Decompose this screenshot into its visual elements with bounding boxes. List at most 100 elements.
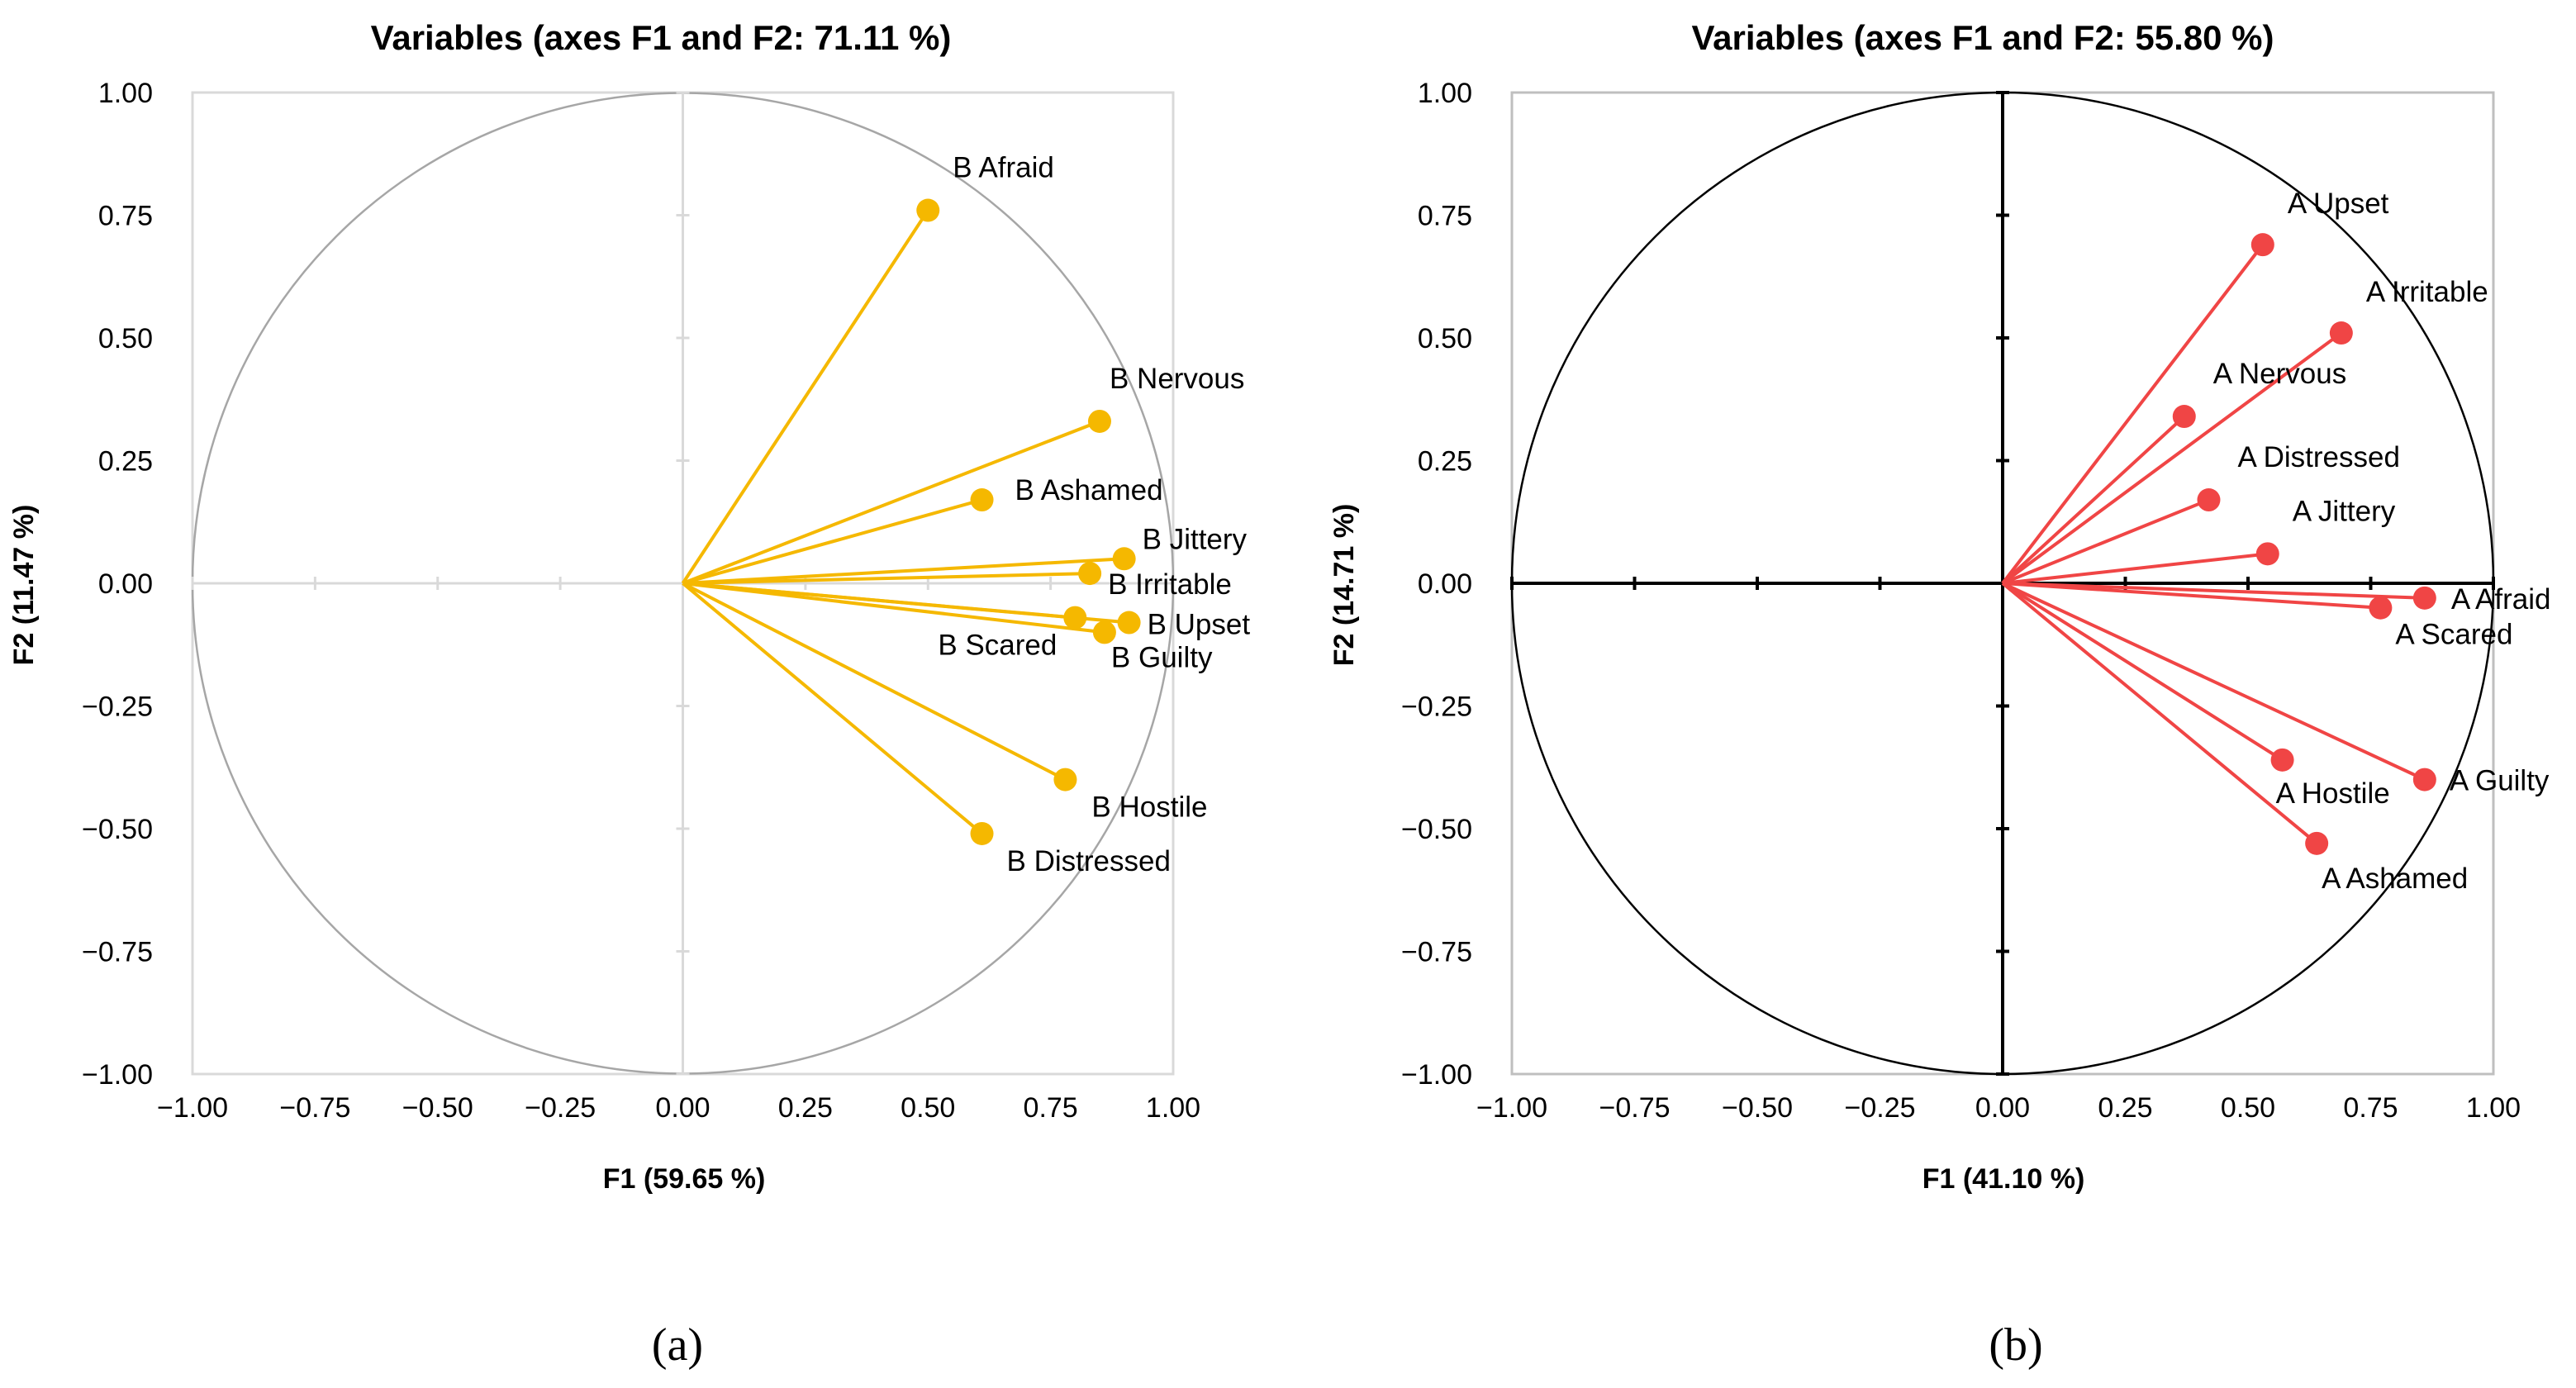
x-tick-label: 0.50 (2221, 1092, 2275, 1124)
vector-b-scared (682, 582, 1076, 620)
x-tick-label: −0.25 (1844, 1092, 1915, 1124)
point-b-guilty (1092, 620, 1116, 644)
chart-title: Variables (axes F1 and F2: 55.80 %) (1691, 18, 2274, 57)
vector-a-irritable (2001, 331, 2343, 585)
point-b-upset (1117, 611, 1141, 635)
point-b-ashamed (970, 488, 994, 512)
point-label-a-nervous: A Nervous (2213, 358, 2346, 390)
point-label-a-ashamed: A Ashamed (2322, 863, 2468, 895)
y-tick-label: −0.25 (82, 692, 153, 723)
point-label-a-scared: A Scared (2395, 619, 2512, 651)
vector-a-jittery (2002, 552, 2268, 585)
y-tick-label: −0.75 (82, 937, 153, 968)
vector-b-ashamed (682, 498, 983, 585)
y-tick-label: −0.75 (1401, 937, 1472, 968)
x-axis-label: F1 (59.65 %) (603, 1163, 766, 1195)
point-label-b-guilty: B Guilty (1111, 641, 1213, 673)
point-label-b-afraid: B Afraid (953, 152, 1054, 184)
vector-a-guilty (2002, 582, 2426, 782)
y-tick-label: −1.00 (82, 1059, 153, 1091)
x-tick-label: 0.50 (901, 1092, 955, 1124)
y-tick-label: −0.50 (1401, 814, 1472, 845)
y-axis-label: F2 (11.47 %) (8, 505, 40, 666)
panel-b: Variables (axes F1 and F2: 55.80 %) F1 (… (1328, 18, 2550, 1371)
x-tick-label: −0.50 (402, 1092, 473, 1124)
point-a-nervous (2172, 405, 2196, 429)
point-a-hostile (2270, 748, 2294, 772)
vector-b-nervous (682, 420, 1100, 585)
point-a-ashamed (2305, 831, 2329, 855)
vector-a-afraid (2002, 582, 2425, 600)
point-label-b-irritable: B Irritable (1108, 568, 1232, 601)
y-tick-label: 0.25 (98, 446, 153, 478)
x-tick-label: 0.75 (2343, 1092, 2398, 1124)
vector-b-guilty (682, 582, 1105, 635)
panel-label: (a) (652, 1319, 703, 1371)
vector-a-hostile (2001, 582, 2284, 762)
point-label-a-guilty: A Guilty (2450, 765, 2550, 797)
vector-b-afraid (681, 209, 929, 585)
x-tick-label: 0.25 (778, 1092, 833, 1124)
y-tick-label: 0.00 (98, 568, 153, 600)
y-tick-label: 0.00 (1418, 568, 1472, 600)
point-b-scared (1063, 606, 1087, 630)
point-label-a-jittery: A Jittery (2293, 495, 2396, 527)
point-a-distressed (2197, 488, 2221, 512)
y-tick-label: −1.00 (1401, 1059, 1472, 1091)
vector-a-ashamed (2001, 582, 2318, 845)
point-label-a-upset: A Upset (2288, 188, 2389, 220)
x-tick-label: −1.00 (1476, 1092, 1547, 1124)
x-tick-label: −1.00 (157, 1092, 228, 1124)
chart-title: Variables (axes F1 and F2: 71.11 %) (371, 18, 952, 57)
x-tick-label: 1.00 (2466, 1092, 2521, 1124)
point-a-irritable (2329, 321, 2353, 345)
x-tick-label: 0.75 (1024, 1092, 1078, 1124)
point-label-a-afraid: A Afraid (2451, 583, 2551, 616)
point-b-hostile (1053, 768, 1077, 791)
point-label-b-upset: B Upset (1148, 609, 1251, 641)
point-label-b-jittery: B Jittery (1143, 523, 1248, 555)
point-b-afraid (916, 198, 940, 222)
point-label-a-hostile: A Hostile (2276, 777, 2390, 810)
y-tick-label: −0.25 (1401, 692, 1472, 723)
y-tick-label: 0.25 (1418, 446, 1472, 478)
vector-a-upset (2001, 243, 2265, 585)
x-tick-label: −0.50 (1722, 1092, 1793, 1124)
x-tick-label: −0.75 (1599, 1092, 1670, 1124)
point-a-upset (2250, 233, 2274, 257)
x-tick-label: 0.00 (1975, 1092, 2030, 1124)
point-a-scared (2369, 596, 2393, 620)
vector-a-nervous (2001, 415, 2186, 585)
vector-b-distressed (682, 582, 983, 835)
point-b-irritable (1078, 562, 1102, 586)
y-tick-label: 1.00 (1418, 78, 1472, 109)
y-tick-label: 0.50 (98, 323, 153, 354)
y-tick-label: −0.50 (82, 814, 153, 845)
vector-b-jittery (682, 557, 1124, 585)
point-label-b-ashamed: B Ashamed (1015, 474, 1163, 506)
point-label-b-scared: B Scared (938, 630, 1057, 662)
x-tick-label: 1.00 (1146, 1092, 1200, 1124)
panel-a: Variables (axes F1 and F2: 71.11 %) F1 (… (8, 18, 1250, 1371)
point-label-b-hostile: B Hostile (1091, 791, 1207, 824)
vector-a-distressed (2002, 498, 2210, 585)
x-tick-label: 0.00 (655, 1092, 710, 1124)
point-label-a-irritable: A Irritable (2366, 276, 2488, 308)
point-b-distressed (970, 821, 994, 845)
point-a-jittery (2255, 542, 2279, 566)
y-tick-label: 1.00 (98, 78, 153, 109)
y-tick-label: 0.50 (1418, 323, 1472, 354)
vector-b-hostile (682, 582, 1067, 782)
point-b-nervous (1087, 409, 1111, 433)
x-tick-label: −0.25 (525, 1092, 596, 1124)
vector-b-irritable (682, 572, 1091, 585)
x-tick-label: −0.75 (279, 1092, 350, 1124)
point-a-afraid (2412, 586, 2436, 610)
panel-label: (b) (1989, 1319, 2042, 1371)
point-label-b-nervous: B Nervous (1110, 363, 1244, 395)
y-tick-label: 0.75 (98, 201, 153, 232)
x-axis-label: F1 (41.10 %) (1922, 1163, 2085, 1195)
y-axis-label: F2 (14.71 %) (1328, 504, 1360, 667)
point-label-a-distressed: A Distressed (2237, 441, 2399, 473)
